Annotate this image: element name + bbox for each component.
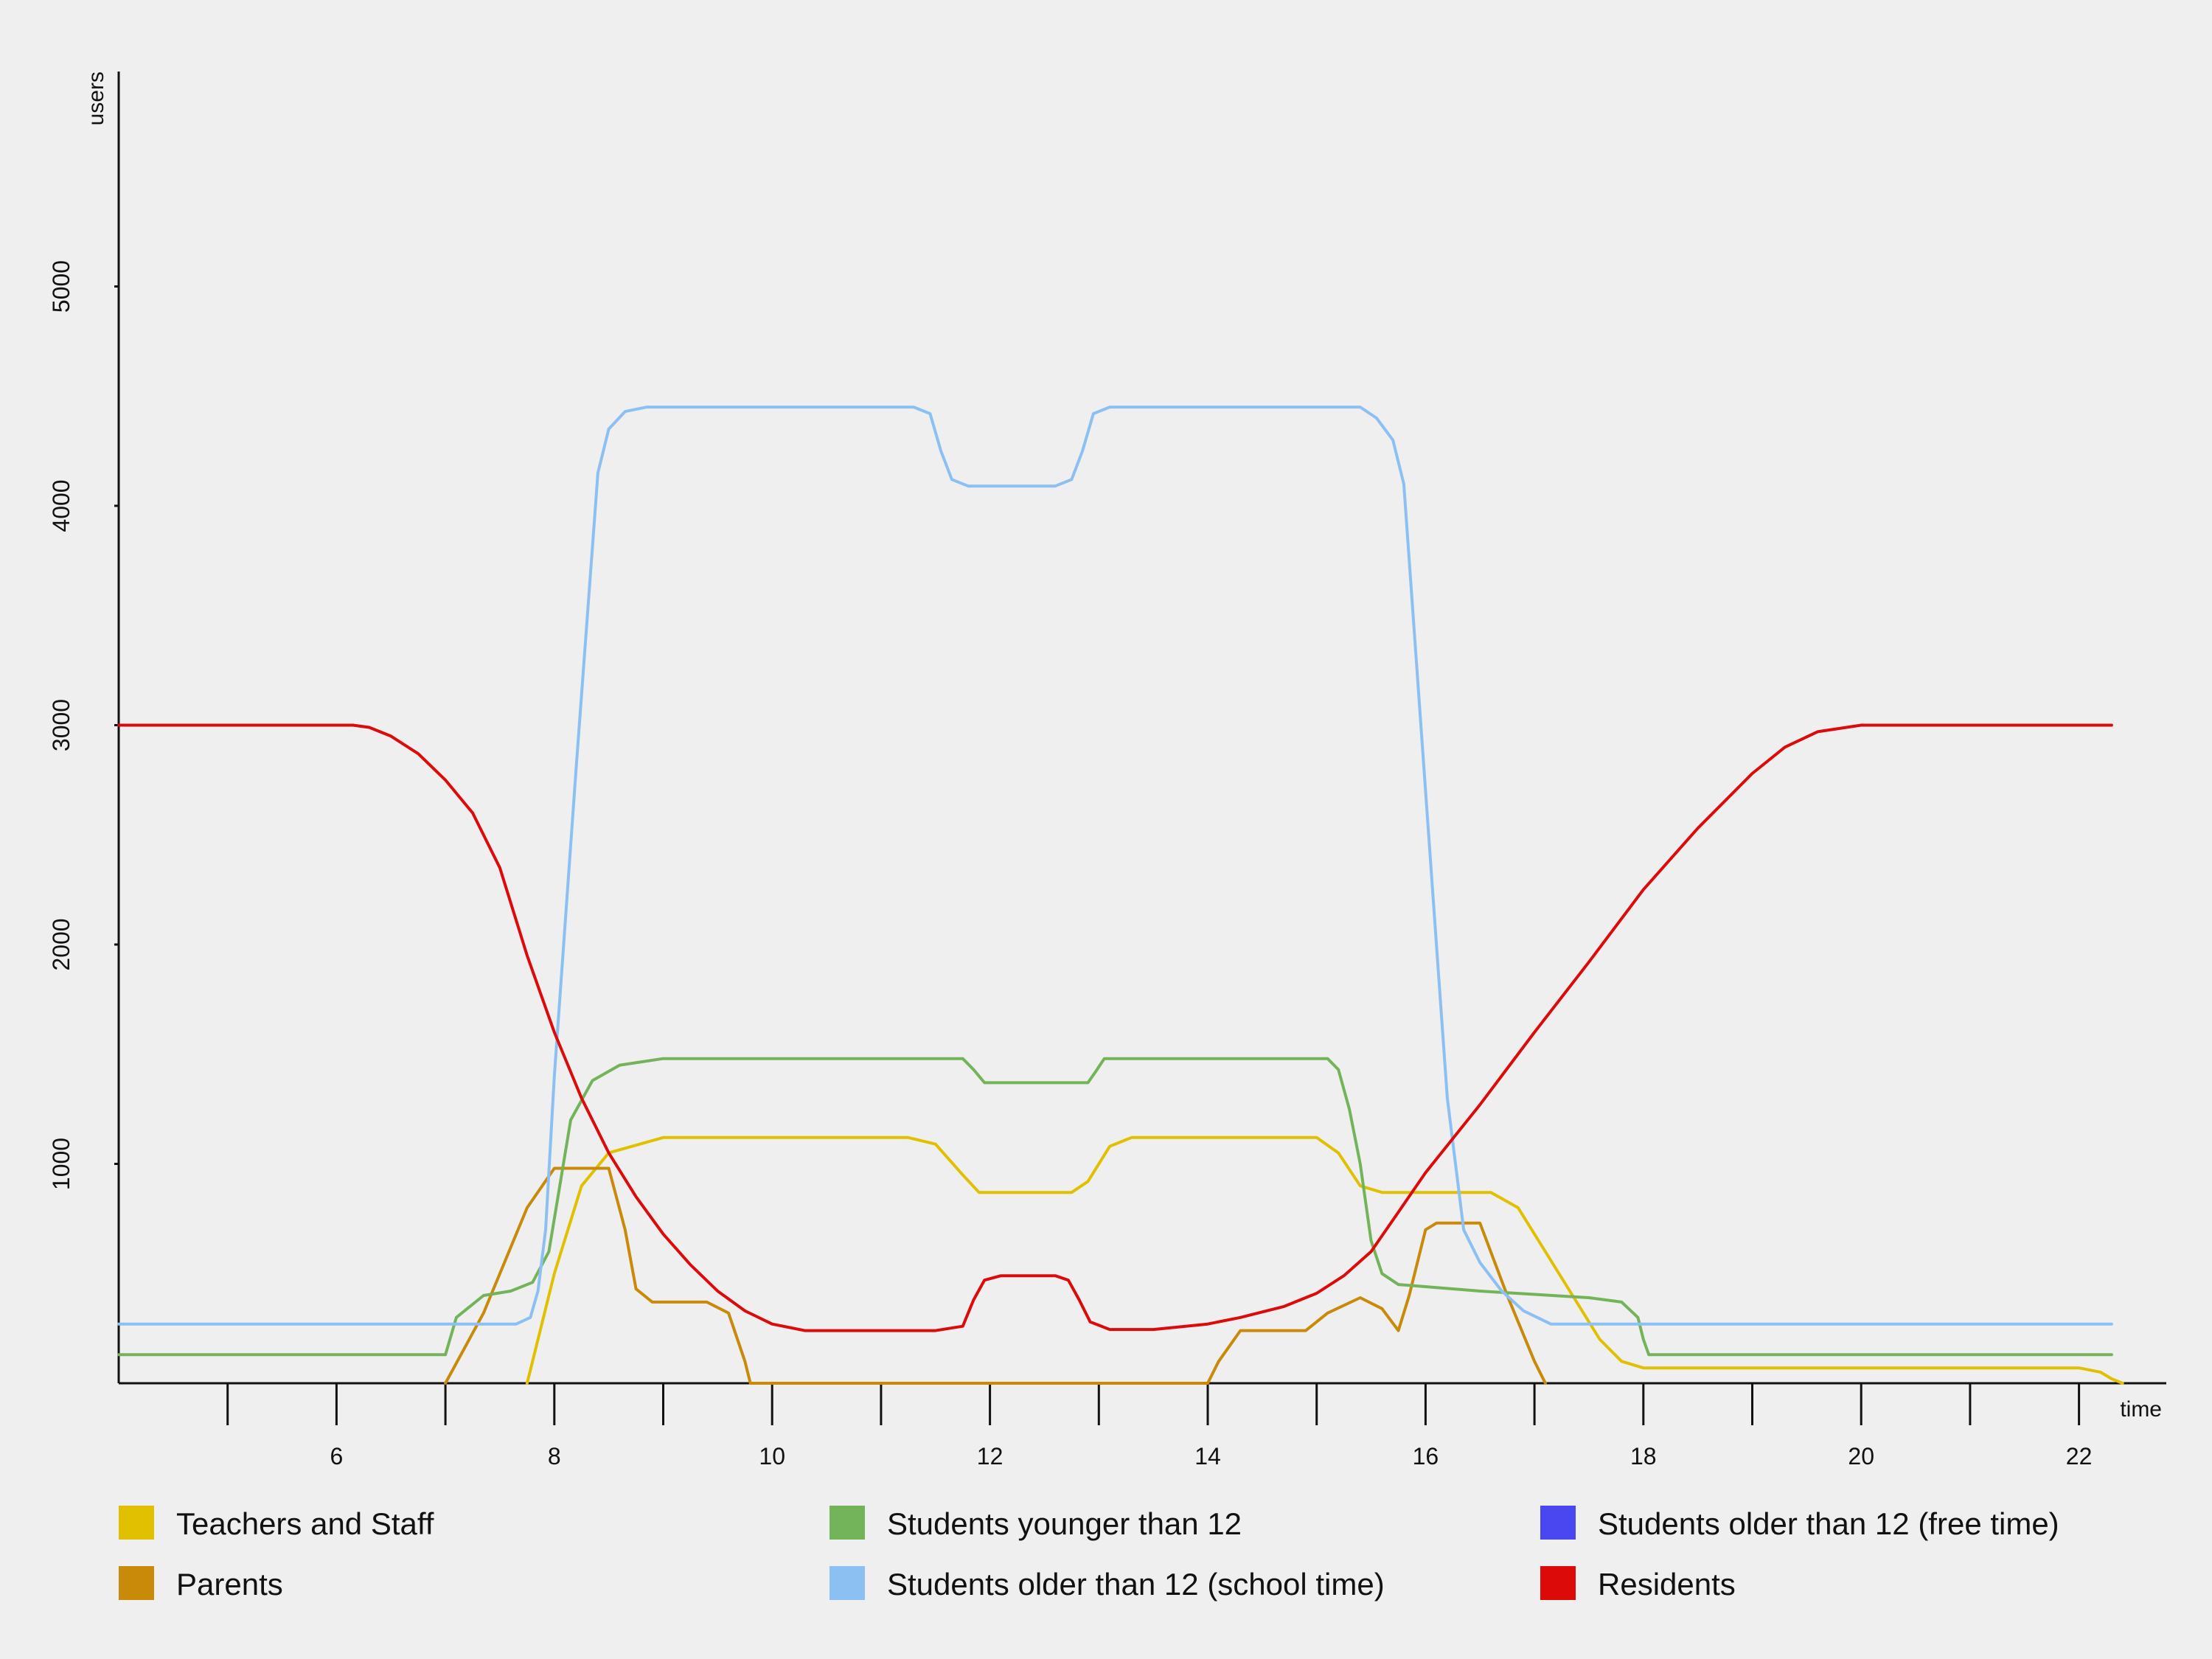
legend-item: Students older than 12 (free time)	[1540, 1506, 2059, 1541]
legend-swatch	[830, 1566, 865, 1600]
legend-label: Students older than 12 (free time)	[1598, 1506, 2059, 1541]
legend-item: Parents	[119, 1566, 283, 1601]
series-line-students-older-than-12-school-time	[117, 406, 2113, 1326]
x-ticks: 6 8 10 12 14 16 18 20 22	[226, 1383, 2093, 1470]
x-tick-label: 18	[1630, 1443, 1657, 1470]
y-tick-label: 2000	[48, 918, 74, 970]
x-tick-label: 20	[1848, 1443, 1874, 1470]
legend-swatch	[830, 1506, 865, 1540]
legend-swatch	[1540, 1566, 1576, 1600]
x-tick-label: 6	[330, 1443, 344, 1470]
x-axis-label: time	[2120, 1397, 2162, 1422]
legend-label: Students younger than 12	[887, 1506, 1242, 1541]
y-tick-label: 1000	[48, 1138, 74, 1190]
y-tick-label: 5000	[48, 260, 74, 313]
legend-swatch	[1540, 1506, 1576, 1540]
series-line-students-younger-than-12	[117, 1057, 2113, 1357]
y-tick-label: 3000	[48, 699, 74, 751]
legend-label: Students older than 12 (school time)	[887, 1567, 1385, 1601]
x-tick-label: 16	[1413, 1443, 1439, 1470]
legend-item: Students younger than 12	[830, 1506, 1242, 1541]
x-tick-label: 10	[759, 1443, 785, 1470]
legend-swatch	[119, 1566, 154, 1600]
x-tick-label: 14	[1194, 1443, 1221, 1470]
y-tick-label: 4000	[48, 479, 74, 532]
y-ticks: 1000 2000 3000 4000 5000	[48, 260, 119, 1190]
legend-swatch	[119, 1506, 154, 1540]
series-line-residents	[117, 723, 2113, 1332]
legend-item: Residents	[1540, 1566, 1736, 1601]
series-line-parents	[444, 1166, 1547, 1385]
x-tick-label: 8	[548, 1443, 561, 1470]
legend-label: Teachers and Staff	[176, 1506, 434, 1541]
y-axis-label: users	[84, 72, 108, 125]
legend-item: Teachers and Staff	[119, 1506, 434, 1541]
x-tick-label: 22	[2066, 1443, 2093, 1470]
legend-item: Students older than 12 (school time)	[830, 1566, 1385, 1601]
axes: users time	[84, 72, 2166, 1422]
legend: Teachers and Staff Students younger than …	[119, 1506, 2059, 1601]
series-line-teachers-and-staff	[525, 1135, 2124, 1385]
x-tick-label: 12	[977, 1443, 1004, 1470]
series-lines	[117, 406, 2124, 1385]
legend-label: Parents	[176, 1567, 283, 1601]
legend-label: Residents	[1598, 1567, 1736, 1601]
